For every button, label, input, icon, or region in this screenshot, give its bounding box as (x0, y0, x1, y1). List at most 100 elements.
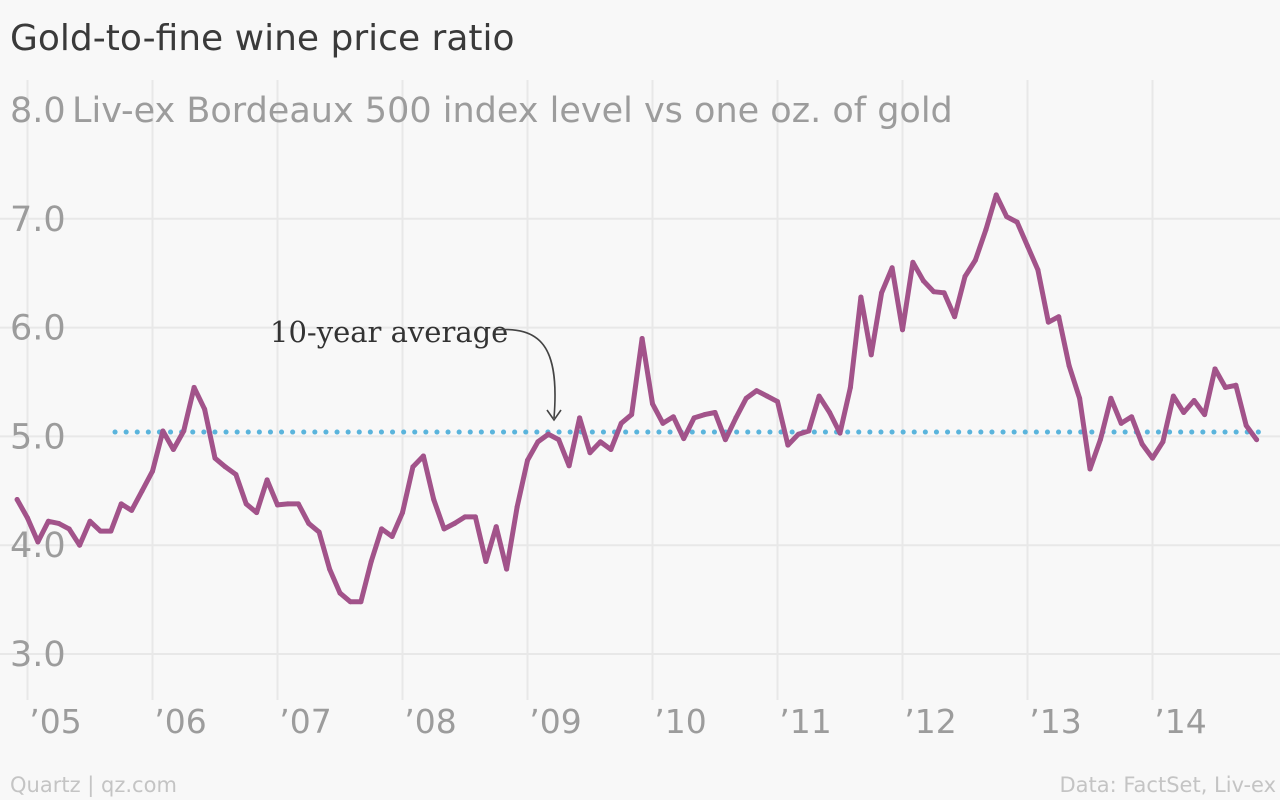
series-group (14, 192, 1260, 605)
data-point (900, 327, 905, 333)
y-tick-labels: 8.0 7.0 6.0 5.0 4.0 3.0 (10, 91, 66, 675)
data-point (56, 520, 62, 526)
data-point (400, 510, 405, 516)
data-point (764, 393, 770, 399)
data-point (222, 464, 228, 470)
data-point (1254, 437, 1260, 443)
data-point (920, 278, 926, 284)
y-tick-label: 3.0 (10, 635, 66, 675)
data-point (608, 446, 614, 452)
data-point (1181, 409, 1187, 415)
y-axis-label: Liv-ex Bordeaux 500 index level vs one o… (72, 91, 953, 131)
data-point (1150, 455, 1155, 461)
data-point (1191, 397, 1197, 403)
y-tick-label: 7.0 (10, 200, 66, 240)
data-point (254, 510, 260, 516)
data-point (847, 384, 853, 390)
data-point (1004, 214, 1010, 220)
data-point (691, 415, 697, 421)
data-point (379, 526, 385, 532)
data-point (66, 526, 72, 532)
data-point (1233, 382, 1239, 388)
data-point (962, 273, 968, 279)
data-point (1045, 319, 1051, 325)
data-point (285, 501, 291, 507)
data-point (97, 528, 103, 534)
data-point (868, 352, 874, 358)
footer-source-right: Data: FactSet, Liv-ex (1060, 773, 1276, 797)
data-point (910, 259, 916, 265)
data-point (233, 471, 239, 477)
y-tick-label: 6.0 (10, 309, 66, 349)
data-point (1035, 267, 1041, 273)
data-point (1129, 414, 1135, 420)
data-point (743, 395, 749, 401)
data-point (1139, 441, 1145, 447)
data-point (733, 415, 739, 421)
x-tick-label: ’09 (529, 702, 581, 741)
data-point (87, 518, 93, 524)
data-point (722, 437, 728, 443)
data-point (785, 442, 791, 448)
data-point (941, 290, 947, 296)
data-point (1087, 466, 1093, 472)
data-point (566, 463, 572, 469)
data-point (639, 335, 645, 341)
data-point (1077, 395, 1083, 401)
data-point (472, 514, 478, 520)
annotation-arrow-curve (493, 328, 556, 419)
series-line (14, 192, 1260, 605)
data-point (931, 289, 937, 295)
data-point (462, 514, 468, 520)
data-point (806, 428, 812, 434)
data-point (108, 528, 114, 534)
data-point (525, 457, 530, 463)
data-point (316, 529, 322, 535)
data-point (670, 414, 676, 420)
data-point (170, 446, 176, 452)
data-point (212, 455, 218, 461)
data-point (1025, 243, 1030, 249)
data-point (483, 559, 489, 565)
data-point (264, 477, 270, 483)
data-point (327, 566, 333, 572)
data-point (129, 507, 135, 513)
data-point (452, 520, 458, 526)
annotation-label: 10-year average (270, 315, 508, 349)
data-point (1056, 314, 1062, 320)
data-point (837, 430, 843, 436)
gridlines (0, 80, 1280, 700)
data-point (337, 590, 343, 596)
data-point (431, 497, 437, 503)
data-point (993, 192, 999, 198)
data-point (1097, 437, 1103, 443)
x-tick-label: ’07 (279, 702, 331, 741)
data-point (25, 515, 30, 521)
x-tick-label: ’11 (779, 702, 831, 741)
x-tick-labels: ’05 ’06 ’07 ’08 ’09 ’10 ’11 ’12 ’13 ’14 (29, 702, 1206, 741)
data-point (420, 453, 426, 459)
footer-source-left: Quartz | qz.com (10, 773, 177, 798)
data-point (816, 393, 822, 399)
data-point (660, 420, 666, 426)
data-point (35, 539, 41, 545)
data-point (1160, 439, 1166, 445)
data-point (243, 501, 249, 507)
y-tick-label: 4.0 (10, 526, 66, 566)
data-point (45, 518, 51, 524)
x-tick-label: ’05 (29, 702, 81, 741)
data-point (952, 314, 958, 320)
data-point (504, 566, 510, 572)
data-point (712, 409, 718, 415)
data-point (202, 406, 208, 412)
data-point (1202, 412, 1208, 418)
data-point (139, 488, 145, 494)
data-point (1243, 423, 1249, 429)
data-point (889, 265, 895, 271)
data-point (577, 415, 583, 421)
data-point (556, 437, 562, 443)
data-point (118, 501, 124, 507)
data-point (1118, 420, 1124, 426)
